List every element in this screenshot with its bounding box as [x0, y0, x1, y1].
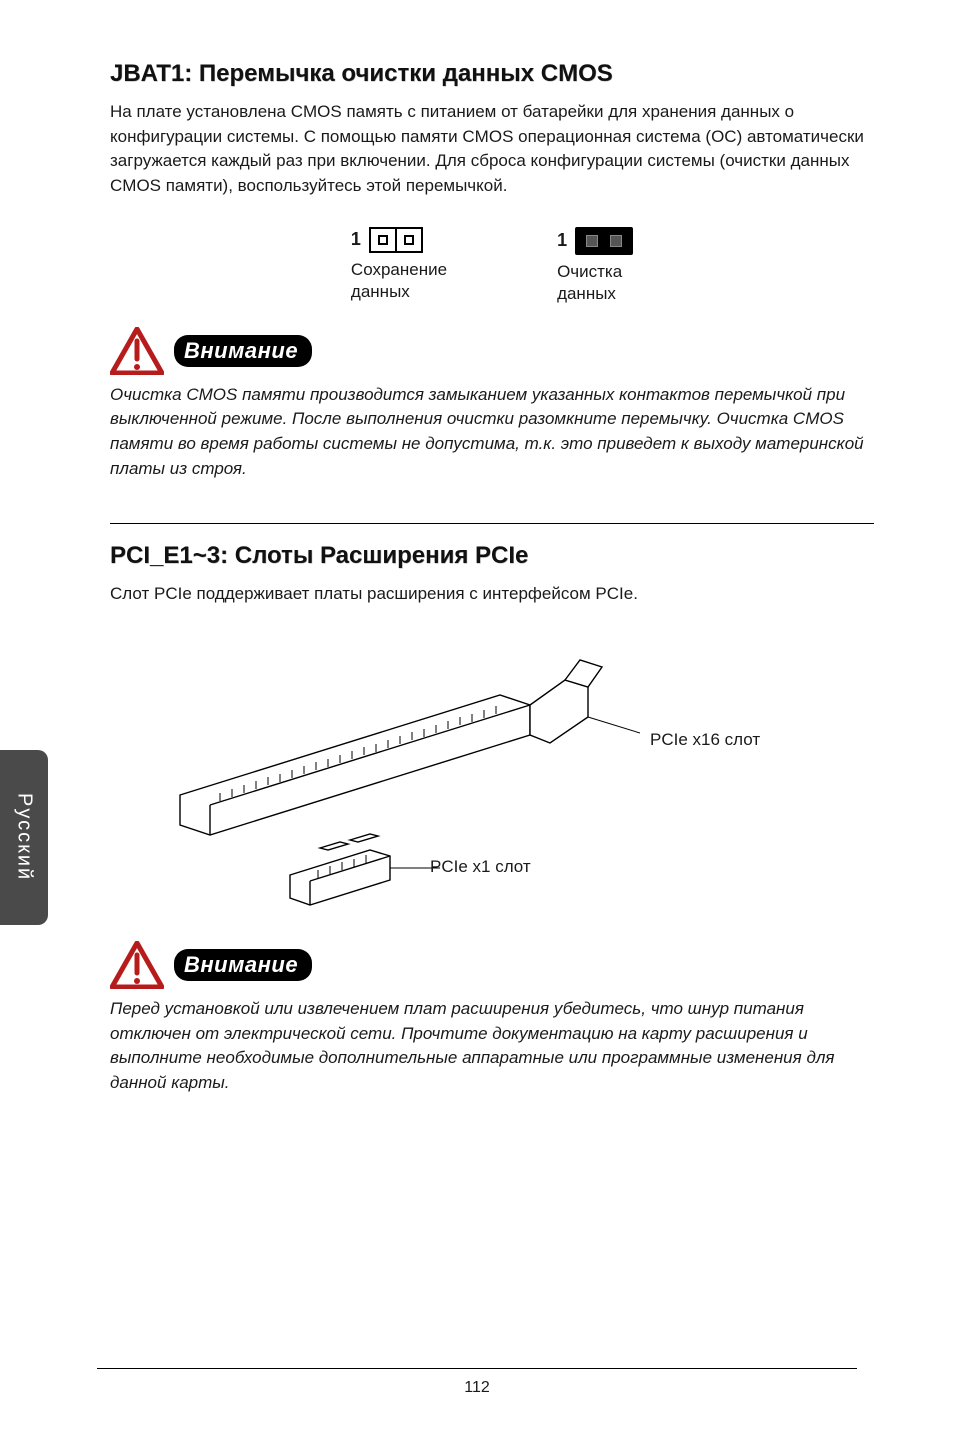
jumper-diagram-row: 1 Сохранение данных 1 Очистка данных: [110, 227, 874, 305]
alert-body-2: Перед установкой или извлечением плат ра…: [110, 997, 874, 1096]
jumper-open-icon: [369, 227, 423, 253]
pcie-figure: PCIe x16 слот PCIe x1 слот: [110, 625, 874, 915]
pcie-x1-label: PCIe x1 слот: [430, 857, 531, 877]
page-content: JBAT1: Перемычка очистки данных CMOS На …: [0, 0, 954, 1136]
alert-label-2: Внимание: [174, 949, 312, 981]
footer-rule: [97, 1368, 857, 1369]
alert-body-1: Очистка CMOS памяти производится замыкан…: [110, 383, 874, 482]
pin1-label-clear: 1: [557, 230, 567, 251]
jumper-keep-graphic: 1: [351, 227, 423, 253]
page-footer: 112: [0, 1368, 954, 1397]
jumper-keep-caption: Сохранение данных: [351, 259, 447, 303]
pcie-heading: PCI_E1~3: Слоты Расширения PCIe: [110, 542, 874, 570]
jumper-clear-col: 1 Очистка данных: [557, 227, 633, 305]
pcie-slots-illustration: [170, 625, 640, 915]
warning-triangle-icon: [110, 941, 164, 989]
pcie-intro: Слот PCIe поддерживает платы расширения …: [110, 582, 874, 607]
page-number: 112: [464, 1379, 490, 1396]
jumper-clear-caption: Очистка данных: [557, 261, 622, 305]
language-label: Русский: [13, 793, 36, 881]
jumper-keep-col: 1 Сохранение данных: [351, 227, 447, 305]
alert-block-2: Внимание: [110, 941, 874, 989]
alert-label-1: Внимание: [174, 335, 312, 367]
jumper-closed-icon: [575, 227, 633, 255]
section-divider: [110, 523, 874, 524]
pcie-x16-label: PCIe x16 слот: [650, 730, 760, 750]
warning-triangle-icon: [110, 327, 164, 375]
alert-block-1: Внимание: [110, 327, 874, 375]
jbat1-intro: На плате установлена CMOS память с питан…: [110, 100, 874, 199]
language-side-tab: Русский: [0, 750, 48, 925]
pin1-label-keep: 1: [351, 229, 361, 250]
jumper-clear-graphic: 1: [557, 227, 633, 255]
jbat1-heading: JBAT1: Перемычка очистки данных CMOS: [110, 60, 874, 88]
